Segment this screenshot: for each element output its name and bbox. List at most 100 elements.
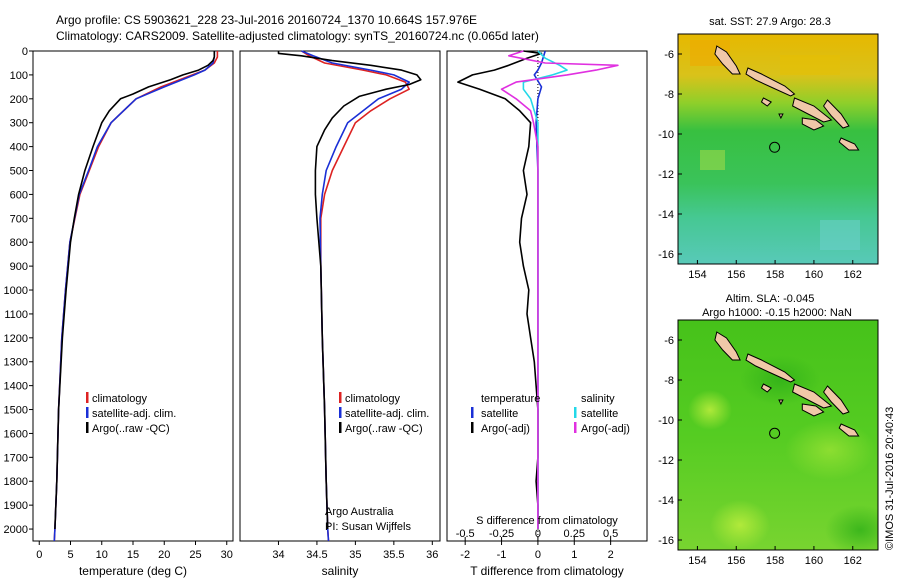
legend-header-temperature: temperature — [481, 393, 540, 405]
island-outline — [822, 385, 850, 415]
x-tick-label: 5 — [67, 549, 73, 561]
legend-swatch-s-argo — [574, 422, 577, 433]
temperature-plot: 0 5 10 15 20 25 30 — [36, 51, 233, 561]
temperature-panel-frame — [32, 50, 234, 542]
legend-swatch-satellite — [339, 407, 342, 418]
x-tick-label: -2 — [460, 549, 470, 561]
series-line-salinity-argo-adj- — [500, 50, 619, 529]
depth-tick-label: 1300 — [4, 357, 28, 369]
depth-tick-label: 0 — [22, 46, 28, 58]
map-x-tick-label: 158 — [766, 555, 784, 567]
legend-label-climatology: climatology — [92, 393, 148, 405]
map-y-tick-label: -10 — [658, 129, 674, 141]
map-x-tick-label: 156 — [727, 269, 745, 281]
map-y-tick-label: -8 — [664, 89, 674, 101]
map-y-tick-label: -6 — [664, 335, 674, 347]
series-line-temperature-satellite — [533, 50, 546, 529]
island-outline — [760, 97, 773, 107]
temperature-xlabel: temperature (deg C) — [79, 564, 187, 578]
series-line-climatology — [53, 51, 219, 542]
island-outline — [801, 403, 825, 417]
depth-tick-label: 200 — [10, 94, 28, 106]
map-x-tick-label: 160 — [805, 555, 823, 567]
depth-tick-label: 1700 — [4, 452, 28, 464]
x-tick-label: -1 — [497, 549, 507, 561]
x-tick-label: 0 — [36, 549, 42, 561]
header-line-2: Climatology: CARS2009. Satellite-adjuste… — [56, 29, 539, 43]
island-outline — [792, 383, 833, 409]
x-tick-label: 1 — [571, 549, 577, 561]
legend-header-salinity: salinity — [581, 393, 615, 405]
legend-label-t-satellite: satellite — [481, 408, 518, 420]
map-y-tick-label: -10 — [658, 415, 674, 427]
island-outline — [801, 117, 825, 131]
depth-tick-label: 1200 — [4, 333, 28, 345]
map-x-tick-label: 154 — [688, 555, 706, 567]
x-tick-label: 36 — [426, 549, 438, 561]
sst-map-title: sat. SST: 27.9 Argo: 28.3 — [709, 16, 831, 28]
x-tick-label: 25 — [189, 549, 201, 561]
x-tick-label: 35.5 — [383, 549, 404, 561]
sst-map-axes: 154 156 158 160 162 -6 -8 -10 -12 -14 -16 — [658, 49, 862, 281]
legend-label-t-argo: Argo(-adj) — [481, 423, 530, 435]
legend-label-s-satellite: satellite — [581, 408, 618, 420]
series-line-climatology — [301, 50, 411, 542]
sla-map-frame — [677, 319, 879, 551]
island-outline — [745, 67, 796, 97]
credit-line-1: Argo Australia — [325, 506, 394, 518]
s-tick-label: 0 — [535, 528, 541, 540]
island-outline — [714, 331, 741, 361]
map-x-tick-label: 156 — [727, 555, 745, 567]
island-outline — [778, 399, 784, 406]
island-outline — [822, 99, 850, 129]
map-x-tick-label: 158 — [766, 269, 784, 281]
depth-tick-label: 500 — [10, 166, 28, 178]
legend-label-satellite: satellite-adj. clim. — [345, 408, 429, 420]
sst-map-field — [678, 34, 878, 264]
difference-legend: temperature salinity satellite Argo(-adj… — [471, 393, 630, 435]
imos-stamp: ©IMOS 31-Jul-2016 20:40:43 — [884, 407, 896, 550]
map-y-tick-label: -14 — [658, 209, 674, 221]
x-tick-label: 2 — [608, 549, 614, 561]
sla-argo-position-marker — [769, 427, 781, 439]
sla-map-title-line-2: Argo h1000: -0.15 h2000: NaN — [702, 307, 852, 319]
legend-label-argo: Argo(..raw -QC) — [345, 423, 423, 435]
sst-map-frame — [677, 33, 879, 265]
legend-swatch-climatology — [86, 392, 89, 403]
series-line-argo-raw-qc — [54, 51, 216, 530]
island-outline — [745, 353, 796, 383]
legend-label-satellite: satellite-adj. clim. — [92, 408, 176, 420]
salinity-xlabel: salinity — [322, 564, 359, 578]
header-line-1: Argo profile: CS 5903621_228 23-Jul-2016… — [56, 13, 477, 27]
depth-tick-label: 700 — [10, 213, 28, 225]
difference-plot: -2 -1 0 1 2 -0.5 -0.25 0 0.25 0.5 — [456, 50, 619, 561]
x-tick-label: 15 — [127, 549, 139, 561]
map-y-tick-label: -6 — [664, 49, 674, 61]
island-outline — [760, 383, 773, 393]
legend-swatch-argo — [86, 422, 89, 433]
series-line-argo-raw-qc — [277, 51, 422, 530]
depth-tick-label: 600 — [10, 189, 28, 201]
depth-tick-label: 1000 — [4, 285, 28, 297]
s-tick-label: -0.25 — [489, 528, 514, 540]
t-difference-xlabel: T difference from climatology — [470, 564, 624, 578]
x-tick-label: 34.5 — [306, 549, 327, 561]
salinity-legend: climatology satellite-adj. clim. Argo(..… — [339, 392, 429, 435]
map-y-tick-label: -16 — [658, 249, 674, 261]
x-tick-label: 0 — [535, 549, 541, 561]
island-outline — [778, 113, 784, 120]
x-tick-label: 35 — [349, 549, 361, 561]
depth-tick-label: 100 — [10, 70, 28, 82]
island-outline — [792, 97, 833, 123]
legend-swatch-t-satellite — [471, 407, 474, 418]
sla-map-field — [678, 320, 878, 550]
temperature-legend: climatology satellite-adj. clim. Argo(..… — [86, 392, 176, 435]
island-outline — [838, 423, 860, 437]
sst-argo-position-marker — [769, 141, 781, 153]
s-tick-label: -0.5 — [456, 528, 475, 540]
depth-tick-label: 300 — [10, 118, 28, 130]
s-tick-label: 0.5 — [603, 528, 618, 540]
map-y-tick-label: -14 — [658, 495, 674, 507]
depth-tick-label: 900 — [10, 261, 28, 273]
